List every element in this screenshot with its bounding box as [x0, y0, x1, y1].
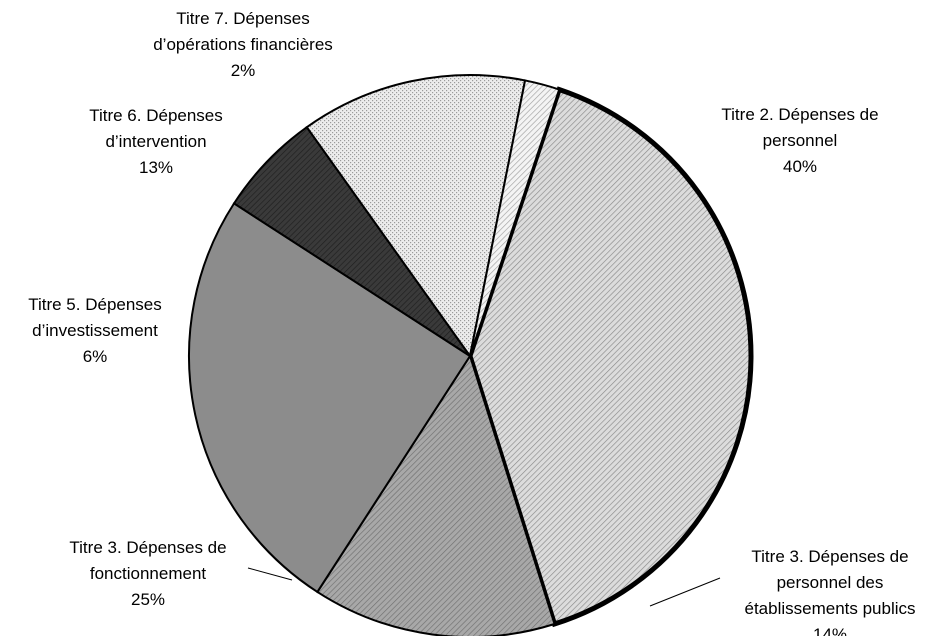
leader-line-3 — [247, 567, 293, 581]
slice-label-line: Titre 2. Dépenses de — [721, 105, 878, 124]
leader-lines — [247, 567, 721, 607]
slice-label-line: 40% — [783, 157, 817, 176]
pie-slice-2 — [315, 353, 556, 636]
slice-label-6: Titre 7. Dépenses d’opérations financière… — [153, 9, 333, 80]
slice-label-line: Titre 3. Dépenses de — [751, 547, 908, 566]
slice-label-line: fonctionnement — [90, 564, 207, 583]
slice-label-line: personnel — [763, 131, 838, 150]
slice-label-3: Titre 3. Dépenses de fonctionnement 25% — [69, 538, 226, 609]
pie-slice-6 — [469, 79, 561, 357]
slice-label-line: Titre 6. Dépenses — [89, 106, 223, 125]
slice-label-line: Titre 3. Dépenses de — [69, 538, 226, 557]
slice-label-1: Titre 2. Dépenses de personnel 40% — [721, 105, 878, 176]
slice-label-line: établissements publics — [744, 599, 915, 618]
pie-slice-3 — [188, 201, 472, 594]
slice-label-line: 13% — [139, 158, 173, 177]
slice-label-line: Titre 7. Dépenses — [176, 9, 310, 28]
slice-label-line: 6% — [83, 347, 108, 366]
slice-label-line: 25% — [131, 590, 165, 609]
slice-labels: Titre 2. Dépenses de personnel 40% Titre 3.… — [28, 9, 915, 636]
leader-line-2 — [649, 577, 721, 607]
slice-label-line: d’opérations financières — [153, 35, 333, 54]
pie-slice-5 — [305, 74, 527, 359]
pie-slice-1 — [467, 86, 754, 628]
slice-label-line: 2% — [231, 61, 256, 80]
slice-label-line: d’investissement — [32, 321, 158, 340]
slice-label-line: Titre 5. Dépenses — [28, 295, 162, 314]
slice-label-line: personnel des — [777, 573, 884, 592]
slice-label-line: d’intervention — [105, 132, 206, 151]
slice-label-5: Titre 6. Dépenses d’intervention 13% — [89, 106, 223, 177]
slice-label-4: Titre 5. Dépenses d’investissement 6% — [28, 295, 162, 366]
slice-label-line: 14% — [813, 625, 847, 636]
slice-label-2: Titre 3. Dépenses de personnel des établis… — [744, 547, 915, 636]
pie-slices — [188, 74, 754, 636]
